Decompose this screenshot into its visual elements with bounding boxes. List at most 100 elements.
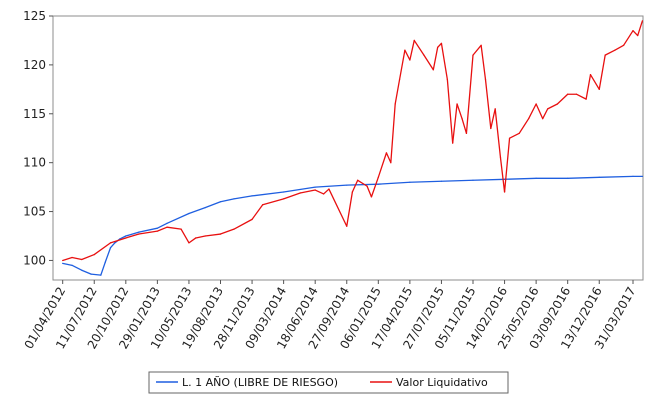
series-1-segment bbox=[503, 177, 537, 180]
series-2-segment bbox=[461, 118, 468, 134]
series-2-segment bbox=[503, 137, 511, 193]
series-2-segment bbox=[480, 44, 487, 81]
series-2-segment bbox=[166, 226, 182, 230]
series-2-segment bbox=[409, 39, 415, 61]
series-2-segment bbox=[446, 78, 454, 144]
series-1-segment bbox=[233, 195, 253, 200]
series-2-segment bbox=[413, 39, 425, 56]
series-2-segment bbox=[604, 49, 616, 56]
series-2-segment bbox=[125, 233, 140, 239]
series-2-segment bbox=[93, 242, 112, 256]
series-2-segment bbox=[465, 54, 474, 134]
y-tick-label: 115 bbox=[23, 107, 46, 121]
series-2-segment bbox=[322, 188, 330, 195]
series-1-segment bbox=[100, 261, 106, 276]
series-1-segment bbox=[472, 178, 506, 181]
series-2-segment bbox=[346, 191, 354, 227]
series-2-segment bbox=[632, 30, 639, 37]
series-2-segment bbox=[490, 108, 496, 130]
series-1-segment bbox=[125, 231, 140, 237]
series-2-segment bbox=[156, 226, 168, 232]
series-2-segment bbox=[508, 132, 520, 139]
series-1-segment bbox=[156, 222, 168, 229]
series-2-segment bbox=[542, 108, 549, 120]
series-2-segment bbox=[251, 204, 264, 221]
series-2-segment bbox=[598, 54, 606, 90]
x-axis: 01/04/201211/07/201220/10/201229/01/2013… bbox=[22, 280, 639, 351]
series-1-segment bbox=[109, 242, 116, 249]
series-2-segment bbox=[282, 192, 301, 200]
series-1-segment bbox=[71, 264, 83, 271]
y-tick-label: 110 bbox=[23, 156, 46, 170]
series-2-segment bbox=[195, 235, 206, 239]
legend-box bbox=[148, 371, 509, 394]
y-tick-label: 125 bbox=[23, 9, 46, 23]
series-2-segment bbox=[351, 179, 359, 193]
series-2-segment bbox=[81, 253, 95, 261]
series-2-segment bbox=[385, 152, 392, 164]
series-1-segment bbox=[90, 273, 102, 276]
series-1-segment bbox=[62, 262, 73, 266]
series-2-segment bbox=[188, 237, 197, 244]
series-2-segment bbox=[518, 118, 530, 134]
series-2-segment bbox=[328, 188, 348, 227]
series-2-segment bbox=[535, 103, 544, 120]
series-1-segment bbox=[440, 179, 474, 182]
series-2-segment bbox=[314, 189, 325, 195]
y-tick-label: 105 bbox=[23, 205, 46, 219]
series-2-segment bbox=[180, 228, 190, 244]
series-1-segment bbox=[81, 269, 92, 275]
series-1-segment bbox=[251, 191, 285, 197]
series-1-segment bbox=[219, 198, 235, 203]
y-axis: 100 105 110 115 120 125 bbox=[23, 9, 53, 267]
series-2-segment bbox=[219, 228, 235, 235]
series-2-segment bbox=[357, 179, 368, 187]
legend: L. 1 AÑO (LIBRE DE RIESGO) Valor Liquida… bbox=[148, 371, 509, 394]
legend-label-series-2: Valor Liquidativo bbox=[396, 376, 488, 389]
series-1-segment bbox=[166, 212, 190, 224]
series-2-segment bbox=[366, 185, 373, 198]
series-2-segment bbox=[398, 49, 406, 81]
series-1-segment bbox=[138, 227, 159, 233]
series-1-segment bbox=[188, 206, 206, 215]
series-2-segment bbox=[138, 230, 159, 235]
series-2-segment bbox=[423, 54, 434, 71]
series-2-segment bbox=[527, 103, 537, 120]
series-1-segment bbox=[598, 175, 634, 178]
series-2-segment bbox=[494, 108, 502, 159]
series-1-segment bbox=[409, 180, 443, 183]
series-2-segment bbox=[622, 30, 634, 46]
series-2-segment bbox=[299, 189, 316, 194]
series-2-segment bbox=[233, 218, 253, 230]
series-1-segment bbox=[204, 201, 222, 209]
series-2-segment bbox=[589, 74, 600, 90]
series-1-segment bbox=[104, 247, 112, 264]
series-1-segment bbox=[377, 181, 411, 185]
series-2-segment bbox=[262, 198, 285, 206]
series-2-segment bbox=[472, 44, 482, 56]
series-2-segment bbox=[62, 256, 73, 262]
series-2-segment bbox=[547, 103, 559, 110]
y-tick-label: 120 bbox=[23, 58, 46, 72]
series-2-segment bbox=[575, 93, 587, 100]
series-2-segment bbox=[614, 44, 625, 51]
series-2-segment bbox=[71, 256, 83, 261]
series-2-segment bbox=[499, 157, 506, 193]
series-2-segment bbox=[452, 103, 458, 144]
series-2-segment bbox=[556, 93, 569, 105]
series-layer bbox=[62, 20, 644, 276]
series-2-segment bbox=[585, 74, 592, 100]
series-2-segment bbox=[440, 42, 449, 81]
series-1-segment bbox=[346, 183, 379, 186]
series-2-segment bbox=[637, 20, 644, 37]
series-2-segment bbox=[456, 103, 463, 120]
series-1-segment bbox=[314, 184, 348, 188]
series-2-segment bbox=[484, 78, 492, 130]
series-2-segment bbox=[370, 176, 379, 198]
series-2-segment bbox=[377, 152, 388, 178]
series-1-segment bbox=[567, 176, 600, 179]
y-tick-label: 100 bbox=[23, 253, 46, 267]
series-2-segment bbox=[432, 46, 439, 71]
series-2-segment bbox=[204, 233, 222, 237]
